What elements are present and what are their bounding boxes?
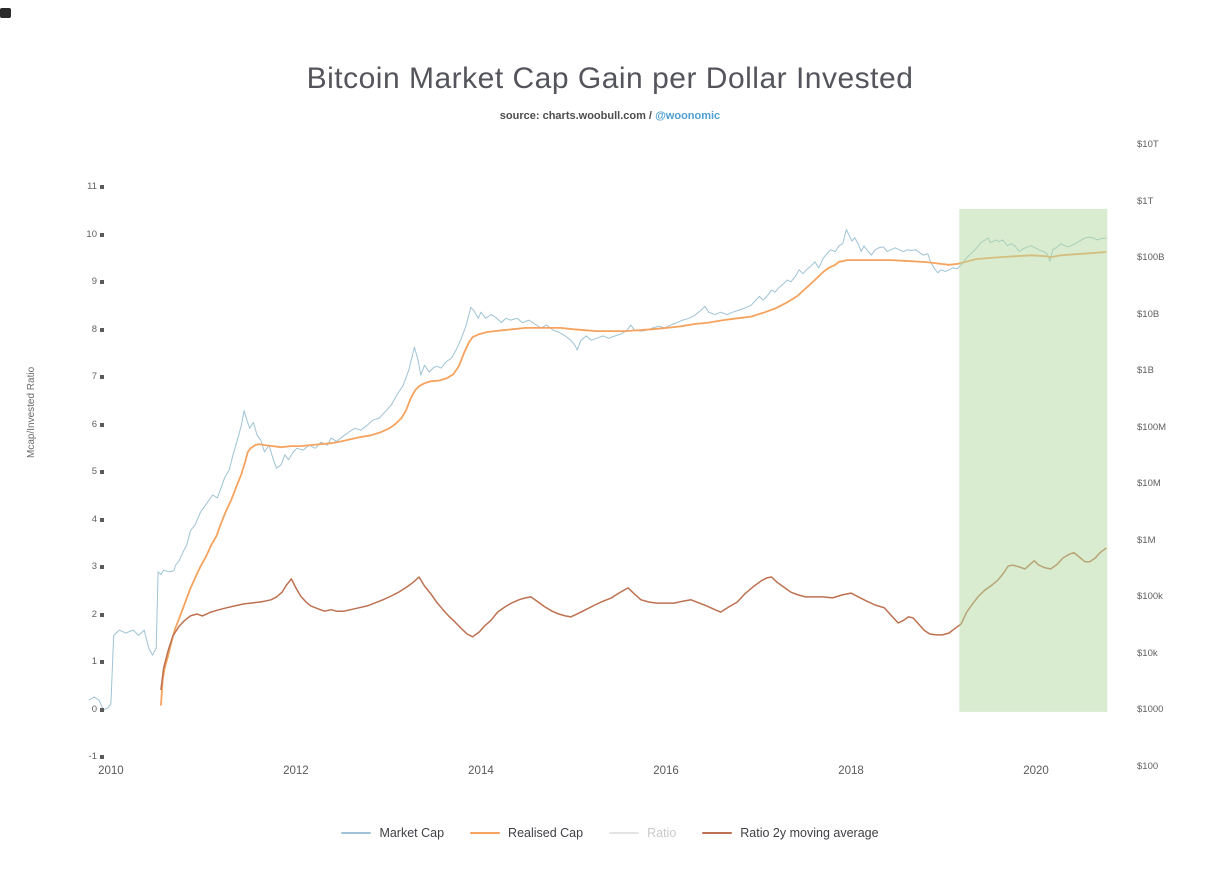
legend-item-ratio-2y-ma[interactable]: Ratio 2y moving average: [702, 826, 879, 840]
right-axis-tick: $10T: [1137, 139, 1159, 151]
left-axis-tick: 4: [44, 514, 104, 525]
screen-corner-artifact: [0, 8, 11, 18]
legend-label: Market Cap: [379, 826, 445, 840]
chart-source: source: charts.woobull.com / @woonomic: [0, 110, 1220, 122]
legend-swatch-ratio: [609, 832, 640, 834]
left-axis-tick: 3: [44, 562, 104, 572]
chart-legend: Market Cap Realised Cap Ratio Ratio 2y m…: [0, 826, 1220, 840]
legend-label: Ratio 2y moving average: [740, 826, 879, 840]
right-axis-tick: $100: [1137, 760, 1159, 772]
right-axis-tick: $1000: [1137, 704, 1164, 716]
source-prefix: source: charts.woobull.com /: [499, 110, 656, 122]
left-axis-tick: 1: [44, 657, 104, 667]
x-axis-tick: 2010: [98, 765, 124, 777]
left-axis-tick: -1: [44, 752, 104, 762]
x-axis-tick: 2016: [653, 765, 679, 777]
right-axis-tick: $1T: [1137, 195, 1154, 207]
legend-item-market-cap[interactable]: Market Cap: [341, 826, 444, 840]
legend-label: Realised Cap: [508, 826, 584, 840]
left-axis-tick: 2: [44, 609, 104, 620]
right-axis-tick: $100k: [1137, 591, 1163, 603]
legend-swatch-market-cap: [341, 832, 372, 834]
right-axis-tick: $10B: [1137, 308, 1160, 320]
left-axis-tick: 5: [44, 467, 104, 477]
highlight-region: [959, 208, 1108, 712]
legend-swatch-realised-cap: [470, 832, 501, 834]
right-axis-tick: $10M: [1137, 478, 1161, 490]
right-axis-tick: $100B: [1137, 252, 1165, 264]
series-line-realised-cap: [160, 251, 1107, 706]
left-axis-tick: 10: [44, 229, 104, 240]
left-axis-tick: 9: [44, 277, 104, 287]
x-axis-tick: 2012: [283, 765, 309, 777]
chart-title: Bitcoin Market Cap Gain per Dollar Inves…: [306, 62, 914, 95]
legend-item-realised-cap[interactable]: Realised Cap: [470, 826, 583, 840]
left-axis-tick: 7: [44, 372, 104, 382]
left-axis-tick: 11: [44, 182, 104, 192]
right-axis-tick: $10k: [1137, 647, 1158, 659]
right-axis-tick: $1B: [1137, 365, 1154, 377]
series-line-market-cap: [88, 229, 1107, 711]
left-axis-tick: 8: [44, 324, 104, 335]
x-axis-tick: 2018: [838, 765, 864, 777]
legend-item-ratio[interactable]: Ratio: [609, 826, 676, 840]
x-axis-tick: 2014: [468, 765, 494, 777]
source-link[interactable]: @woonomic: [655, 110, 721, 122]
left-axis-tick: 6: [44, 419, 104, 430]
x-axis-tick: 2020: [1023, 765, 1049, 777]
legend-swatch-ratio-2y-ma: [702, 832, 733, 834]
right-axis-tick: $100M: [1137, 421, 1167, 433]
left-axis-tick: 0: [44, 704, 104, 715]
legend-label: Ratio: [647, 826, 677, 840]
right-axis-tick: $1M: [1137, 534, 1156, 546]
